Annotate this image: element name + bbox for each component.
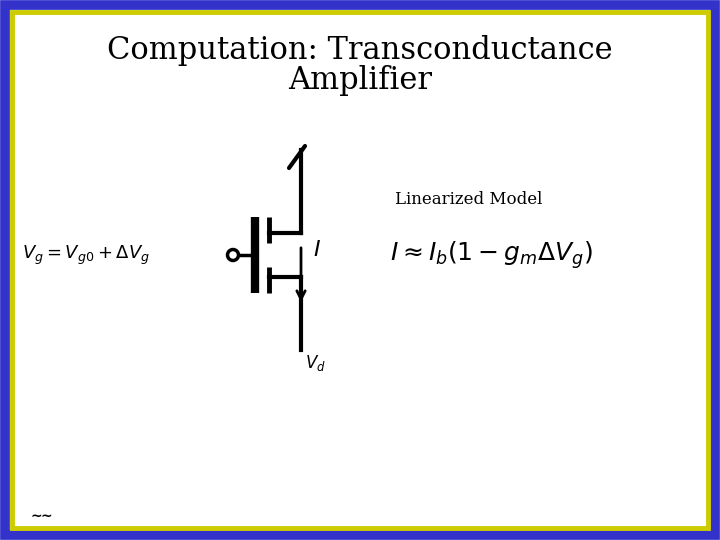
Text: $V_d$: $V_d$ [305, 353, 326, 373]
Text: $\mathbf{\sim\!\!\!\sim}$: $\mathbf{\sim\!\!\!\sim}$ [28, 508, 53, 522]
Text: $\mathit{I}$: $\mathit{I}$ [313, 239, 321, 261]
Text: Linearized Model: Linearized Model [395, 192, 542, 208]
Text: Computation: Transconductance: Computation: Transconductance [107, 35, 613, 65]
Text: $V_g = V_{g0} + \Delta V_g$: $V_g = V_{g0} + \Delta V_g$ [22, 244, 150, 267]
Text: $I \approx I_b(1 - g_m \Delta V_g)$: $I \approx I_b(1 - g_m \Delta V_g)$ [390, 239, 593, 271]
Text: Amplifier: Amplifier [288, 64, 432, 96]
